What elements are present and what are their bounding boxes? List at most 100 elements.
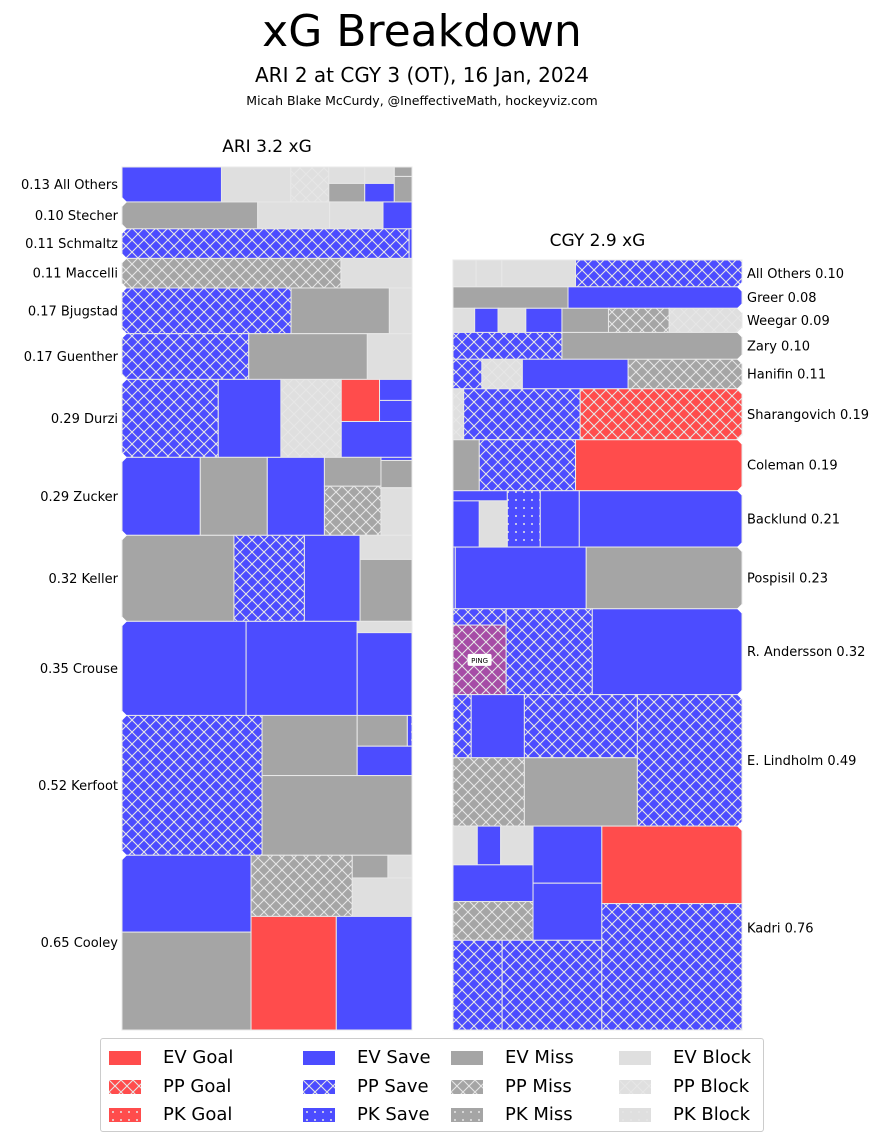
shot-tag-label: PING — [471, 657, 488, 665]
shot-cell-ev-save — [121, 620, 247, 716]
shot-cell-ev-block — [452, 307, 476, 333]
shot-cell-pp-save — [452, 939, 503, 1031]
player-row: 0.35 Crouse — [40, 616, 413, 716]
player-label: Hanifin 0.11 — [747, 368, 826, 383]
author-byline: Micah Blake McCurdy, @IneffectiveMath, h… — [246, 93, 598, 108]
shot-cell-ev-block — [257, 201, 331, 230]
shot-cell-pp-block — [280, 378, 342, 458]
shot-cell-pp-block — [452, 388, 465, 441]
row-notch — [737, 327, 744, 338]
shot-cell-pp-block — [481, 358, 523, 390]
shot-cell-ev-miss — [452, 439, 480, 492]
legend-label: EV Block — [673, 1047, 752, 1068]
shot-cell-ev-save — [379, 399, 413, 422]
player-row: Pospisil 0.23 — [452, 542, 828, 610]
legend-swatch-icon — [451, 1079, 483, 1094]
shot-cell-ev-block — [356, 620, 413, 634]
player-label: 0.65 Cooley — [41, 936, 119, 951]
shot-cell-ev-save — [364, 182, 395, 203]
shot-cell-ev-save — [121, 166, 222, 203]
player-label: Pospisil 0.23 — [747, 571, 828, 586]
player-label: 0.17 Bjugstad — [28, 304, 118, 319]
legend-item-pp-block: PP Block — [619, 1074, 749, 1100]
legend-label: PP Save — [357, 1075, 429, 1097]
shot-cell-ev-miss — [380, 459, 413, 489]
shot-cell-ev-block — [328, 166, 366, 184]
player-label: Zary 0.10 — [747, 339, 810, 354]
shot-cell-ev-save — [521, 358, 629, 390]
shot-cell-ev-save — [591, 608, 743, 696]
shot-cell-ev-save — [340, 420, 413, 458]
player-row: Kadri 0.76 — [452, 821, 814, 1031]
shot-cell-ev-miss — [393, 166, 413, 177]
player-row: 0.17 Guenther — [24, 328, 413, 380]
shot-cell-ev-save — [578, 490, 743, 548]
legend-label: PK Save — [357, 1104, 430, 1125]
shot-cell-ev-save — [452, 490, 508, 502]
legend-item-pp-save: PP Save — [303, 1074, 429, 1100]
player-row: Zary 0.10 — [452, 327, 810, 360]
legend-label: PK Goal — [163, 1104, 233, 1125]
shot-cell-ev-save — [454, 546, 587, 610]
shot-cell-ev-save — [121, 456, 201, 536]
shot-cell-pp-save — [121, 714, 263, 856]
legend-item-ev-miss: EV Miss — [451, 1045, 574, 1071]
player-row: 0.13 All Others — [21, 166, 413, 203]
shot-cell-ev-miss — [359, 558, 413, 622]
legend-swatch-icon — [303, 1079, 335, 1094]
legend-label: PK Block — [673, 1104, 751, 1125]
row-notch — [737, 689, 744, 700]
shot-cell-pp-save — [463, 388, 581, 441]
shot-cell-pp-save — [121, 228, 410, 259]
shot-cell-ev-miss — [121, 534, 235, 622]
row-notch — [120, 253, 127, 264]
shot-cell-pk-save — [406, 714, 413, 747]
player-label: 0.52 Kerfoot — [38, 779, 118, 794]
legend-item-pp-miss: PP Miss — [451, 1074, 572, 1100]
shot-cell-ev-miss — [290, 287, 390, 335]
player-row: Weegar 0.09 — [452, 303, 830, 333]
shot-cell-pp-save — [233, 534, 305, 622]
row-notch — [120, 328, 127, 339]
shot-cell-ev-miss — [585, 546, 743, 610]
player-label: E. Lindholm 0.49 — [747, 754, 856, 769]
game-subtitle: ARI 2 at CGY 3 (OT), 16 Jan, 2024 — [254, 63, 590, 87]
legend-label: PP Block — [673, 1075, 750, 1097]
shot-cell-pp-miss — [607, 307, 670, 333]
player-label: 0.29 Durzi — [51, 412, 118, 427]
shot-cell-ev-miss — [523, 757, 638, 827]
shot-cell-ev-save — [476, 825, 502, 866]
chart-title: xG Breakdown — [262, 6, 582, 57]
legend-item-ev-save: EV Save — [303, 1045, 431, 1071]
shot-cell-ev-block — [452, 825, 478, 866]
shot-cell-ev-save — [356, 632, 413, 716]
player-row: 0.11 Schmaltz — [25, 223, 413, 259]
legend-item-pp-goal: PP Goal — [109, 1074, 231, 1100]
ari-panel-title: ARI 3.2 xG — [222, 137, 312, 157]
shot-cell-ev-block — [364, 166, 395, 184]
legend-item-pk-miss: PK Miss — [451, 1102, 573, 1128]
shot-cell-pp-miss — [121, 257, 342, 289]
shot-cell-ev-save — [452, 864, 534, 903]
player-label: Greer 0.08 — [747, 291, 817, 306]
legend-item-pk-save: PK Save — [303, 1102, 430, 1128]
shot-cell-ev-block — [500, 825, 534, 866]
row-notch — [737, 383, 744, 394]
shot-cell-ev-goal — [250, 915, 337, 1031]
player-row: E. Lindholm 0.49 — [452, 689, 856, 827]
player-row: 0.52 Kerfoot — [38, 710, 413, 856]
shot-cell-ev-block — [220, 166, 292, 203]
cgy-panel-title: CGY 2.9 xG — [549, 231, 646, 251]
shot-cell-ev-save — [303, 534, 361, 622]
player-label: All Others 0.10 — [747, 267, 844, 282]
player-label: Kadri 0.76 — [747, 922, 814, 937]
row-notch — [737, 434, 744, 445]
shot-cell-ev-save — [408, 228, 413, 259]
shot-cell-ev-block — [478, 500, 508, 548]
row-notch — [120, 223, 127, 234]
player-row: Backlund 0.21 — [452, 485, 840, 548]
player-row: 0.29 Zucker — [40, 452, 413, 536]
shot-cell-ev-save — [567, 286, 743, 309]
legend-swatch-icon — [303, 1108, 335, 1122]
shot-cell-ev-miss — [261, 714, 358, 777]
